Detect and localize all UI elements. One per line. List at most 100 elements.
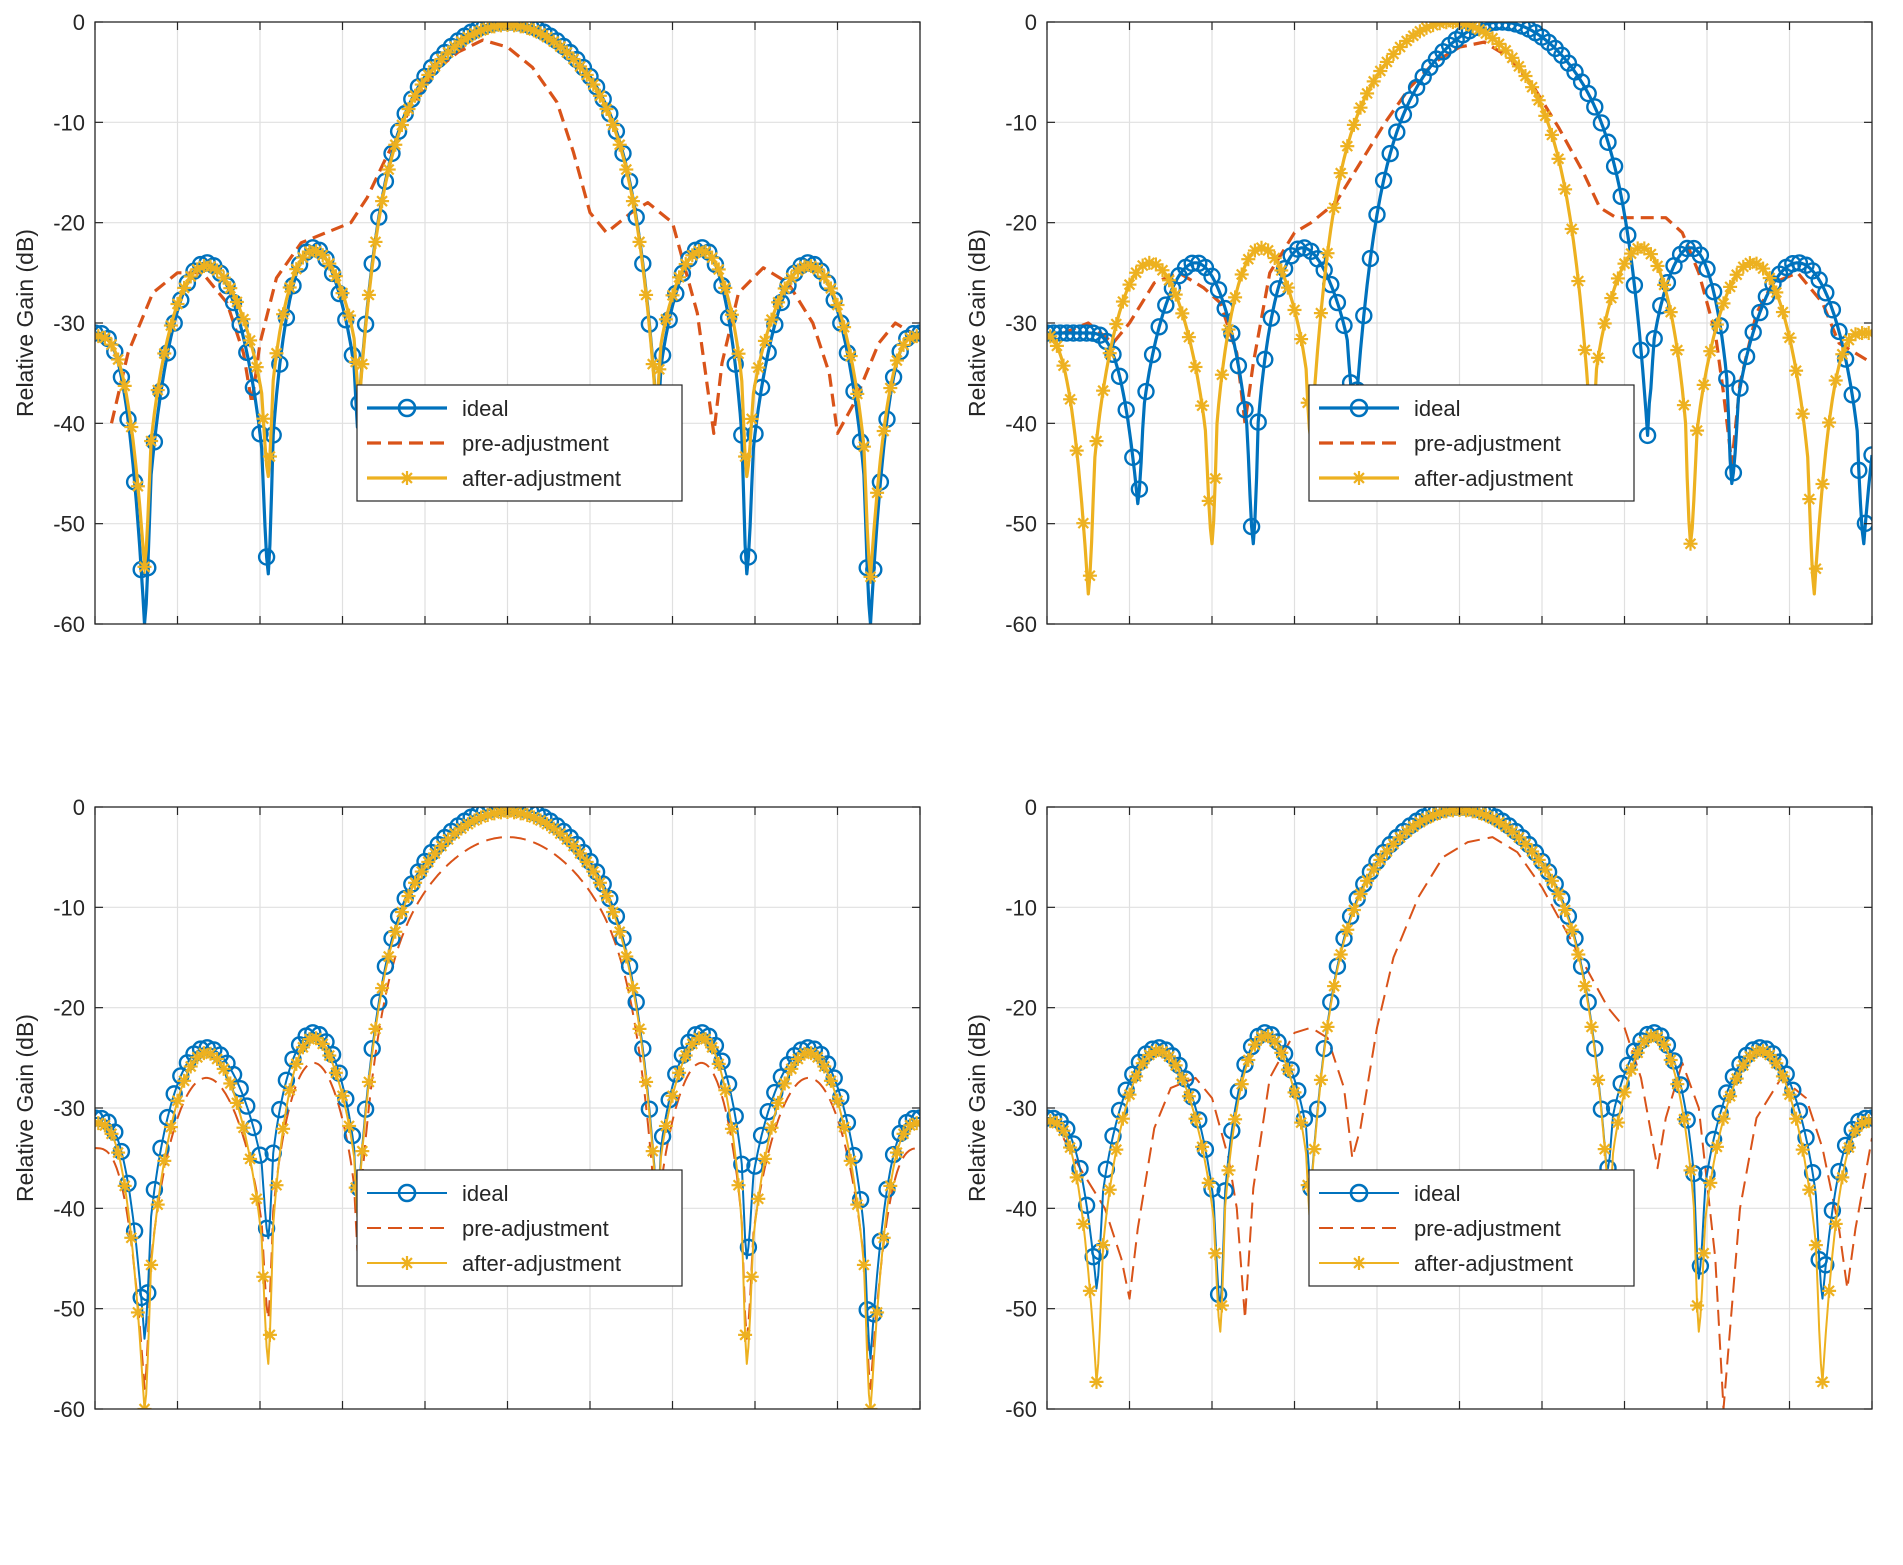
marker-asterisk: [1267, 1034, 1282, 1049]
y-tick-label: -40: [53, 411, 85, 436]
marker-circle: [1289, 1082, 1307, 1100]
marker-asterisk: [665, 288, 680, 303]
marker-asterisk: [1683, 1163, 1698, 1178]
marker-asterisk: [104, 337, 119, 352]
x-tick-label: 0.5: [1857, 1421, 1888, 1425]
legend-marker-asterisk: [1352, 471, 1366, 485]
legend-marker-circle: [397, 398, 417, 418]
x-tick-label: -0.3: [241, 1421, 279, 1425]
marker-asterisk: [163, 318, 178, 333]
marker-asterisk: [1538, 108, 1553, 123]
marker-asterisk: [1835, 1170, 1850, 1185]
legend-marker-asterisk: [400, 471, 414, 485]
marker-asterisk: [1188, 1111, 1203, 1126]
marker-circle: [145, 1180, 164, 1199]
marker-asterisk: [381, 162, 396, 177]
marker-asterisk: [1855, 1116, 1870, 1131]
marker-asterisk: [1135, 1056, 1150, 1071]
marker-asterisk: [1604, 291, 1619, 306]
marker-asterisk: [652, 362, 667, 377]
y-tick-label: -30: [53, 311, 85, 336]
series-line-ideal: [95, 807, 920, 1360]
marker-asterisk: [1346, 903, 1361, 918]
marker-asterisk: [784, 270, 799, 285]
marker-asterisk: [1544, 873, 1559, 888]
marker-asterisk: [1320, 246, 1335, 261]
marker-asterisk: [190, 1050, 205, 1065]
marker-asterisk: [1102, 346, 1117, 361]
chart-a-svg: -0.5-0.4-0.3-0.2-0.100.10.20.30.40.50-10…: [12, 10, 935, 748]
marker-asterisk: [731, 346, 746, 361]
y-tick-label: -30: [1005, 1096, 1037, 1121]
series-group: [95, 22, 920, 624]
marker-circle: [1256, 350, 1274, 369]
marker-asterisk: [718, 280, 733, 295]
marker-circle: [1737, 347, 1756, 366]
marker-circle: [1071, 1159, 1089, 1178]
marker-circle: [1071, 324, 1089, 342]
marker-asterisk: [1558, 182, 1573, 197]
marker-asterisk: [764, 1120, 779, 1135]
x-tick-label: 0.4: [822, 1421, 853, 1425]
marker-asterisk: [870, 1305, 885, 1320]
marker-circle: [1718, 370, 1736, 388]
series-after: [95, 807, 920, 1409]
marker-asterisk: [1287, 1085, 1302, 1100]
marker-circle: [1691, 1257, 1710, 1275]
marker-asterisk: [1102, 1182, 1117, 1197]
marker-asterisk: [1861, 326, 1872, 341]
marker-asterisk: [1274, 263, 1289, 278]
marker-asterisk: [408, 875, 423, 890]
marker-circle: [1341, 907, 1360, 926]
marker-asterisk: [289, 262, 304, 277]
marker-asterisk: [388, 137, 403, 152]
marker-circle: [1836, 1136, 1855, 1155]
marker-asterisk: [599, 102, 614, 117]
marker-circle: [139, 1284, 157, 1302]
marker-asterisk: [368, 234, 383, 249]
marker-circle: [1619, 226, 1637, 244]
marker-asterisk: [711, 1056, 726, 1071]
marker-circle: [112, 1142, 131, 1161]
y-axis-label: Relative Gain (dB): [964, 1014, 990, 1202]
marker-circle: [1190, 1111, 1208, 1129]
marker-asterisk: [130, 1305, 145, 1320]
legend-label-after: after-adjustment: [1414, 1251, 1573, 1276]
marker-asterisk: [810, 262, 825, 277]
marker-asterisk: [718, 1083, 733, 1098]
marker-asterisk: [1756, 261, 1771, 276]
y-tick-label: -20: [53, 211, 85, 236]
x-tick-label: -0.2: [324, 636, 362, 640]
marker-asterisk: [1069, 443, 1084, 458]
marker-circle: [719, 1075, 738, 1093]
marker-asterisk: [1082, 1283, 1097, 1298]
marker-asterisk: [322, 256, 337, 271]
legend-label-pre: pre-adjustment: [462, 431, 609, 456]
marker-asterisk: [1307, 1142, 1322, 1157]
series-pre: [1062, 40, 1872, 466]
legend: ideal pre-adjustment after-adjustment: [356, 1169, 683, 1287]
legend-label-after: after-adjustment: [462, 466, 621, 491]
marker-asterisk: [150, 1197, 165, 1212]
marker-asterisk: [427, 59, 442, 74]
marker-asterisk: [1729, 1071, 1744, 1086]
marker-circle: [271, 1100, 289, 1119]
marker-asterisk: [335, 1088, 350, 1103]
marker-asterisk: [1822, 1283, 1837, 1298]
marker-asterisk: [117, 1178, 132, 1193]
marker-asterisk: [1690, 423, 1705, 438]
marker-asterisk: [256, 411, 271, 426]
marker-asterisk: [883, 381, 898, 396]
marker-asterisk: [632, 234, 647, 249]
marker-asterisk: [421, 67, 436, 82]
marker-circle: [1698, 1165, 1716, 1183]
series-group: [95, 807, 920, 1409]
marker-asterisk: [843, 1153, 858, 1168]
x-tick-label: 0.2: [657, 636, 688, 640]
marker-circle: [1361, 249, 1380, 268]
marker-asterisk: [381, 949, 396, 964]
marker-asterisk: [229, 1095, 244, 1110]
marker-asterisk: [401, 889, 416, 904]
marker-circle: [1625, 276, 1644, 294]
marker-asterisk: [401, 102, 416, 117]
